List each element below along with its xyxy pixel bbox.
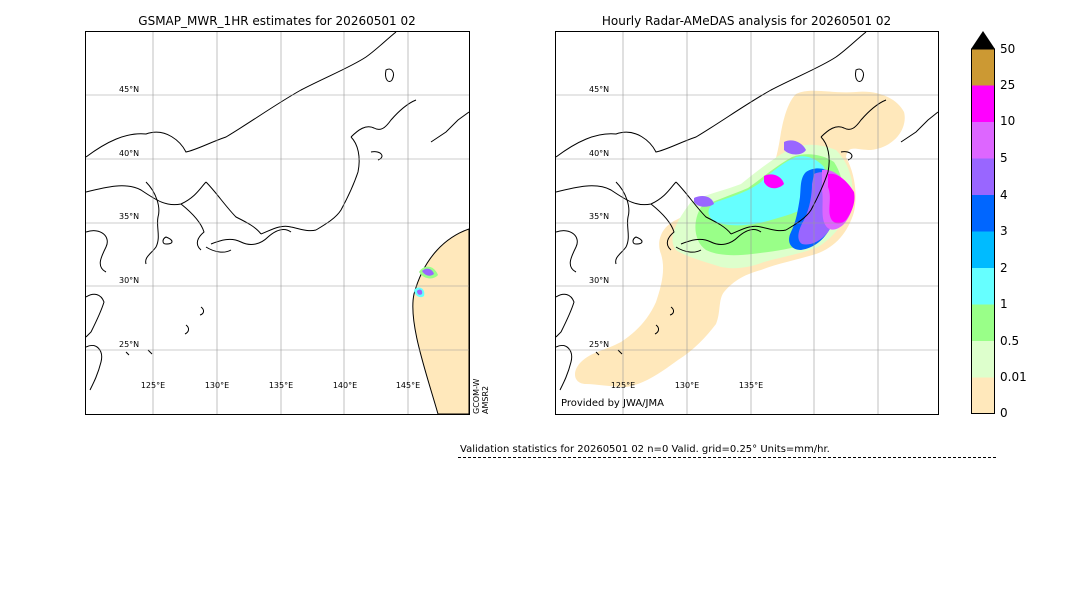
left-lon-label-130: 130°E [204, 381, 230, 390]
left-lat-label-25: 25°N [119, 340, 140, 349]
left-lon-label-135: 135°E [268, 381, 294, 390]
colorbar-segment [971, 304, 995, 341]
right-lat-label-30: 30°N [589, 276, 610, 285]
colorbar-label-10: 10 [1000, 114, 1016, 128]
left-lon-label-140: 140°E [332, 381, 358, 390]
data-credit: Provided by JWA/JMA [561, 398, 664, 409]
colorbar-label-4: 4 [1000, 188, 1008, 202]
right-lat-label-25: 25°N [589, 340, 610, 349]
left-rain-cell-4 [417, 289, 423, 295]
right-coastlines [556, 32, 887, 391]
left-lat-label-30: 30°N [119, 276, 140, 285]
right-map [555, 31, 939, 415]
right-lat-label-45: 45°N [589, 85, 610, 94]
colorbar-border [971, 48, 995, 414]
colorbar-label-0: 0 [1000, 406, 1008, 420]
colorbar-segment [971, 49, 995, 86]
colorbar-segment [971, 231, 995, 268]
colorbar-label-50: 50 [1000, 42, 1016, 56]
colorbar-segment [971, 195, 995, 232]
sensor-label-amsr2: AMSR2 [481, 385, 490, 414]
colorbar-label-25: 25 [1000, 78, 1016, 92]
right-map-title: Hourly Radar-AMeDAS analysis for 2026050… [601, 14, 892, 28]
colorbar-label-0-5: 0.5 [1000, 334, 1020, 348]
stats-underline [458, 457, 996, 458]
left-swath-area [412, 228, 469, 414]
rain-cell-west [694, 196, 714, 207]
right-islands [595, 68, 938, 356]
right-lat-label-40: 40°N [589, 149, 610, 158]
colorbar-extend-arrow [971, 31, 995, 49]
left-lon-label-125: 125°E [140, 381, 166, 390]
left-lat-label-35: 35°N [119, 212, 140, 221]
left-rain-cell-2 [422, 268, 434, 276]
colorbar-canvas [971, 31, 995, 414]
left-lon-label-145: 145°E [395, 381, 421, 390]
rain-cell-north [784, 140, 806, 155]
right-lon-label-125: 125°E [610, 381, 636, 390]
colorbar-label-1: 1 [1000, 297, 1008, 311]
left-map-canvas [86, 32, 469, 414]
right-gridlines [556, 32, 938, 414]
left-islands [125, 68, 469, 356]
colorbar-segment [971, 85, 995, 122]
colorbar-segment [971, 158, 995, 195]
colorbar-segment [971, 268, 995, 305]
left-lat-label-40: 40°N [119, 149, 140, 158]
colorbar [971, 31, 995, 414]
sensor-label-gcomw: GCOM-W [472, 378, 481, 414]
validation-stats: Validation statistics for 20260501 02 n=… [460, 444, 830, 455]
left-gridlines [86, 32, 469, 414]
colorbar-label-5: 5 [1000, 151, 1008, 165]
colorbar-segment [971, 377, 995, 414]
right-lat-label-35: 35°N [589, 212, 610, 221]
left-map-title: GSMAP_MWR_1HR estimates for 20260501 02 [138, 14, 416, 28]
right-lon-label-135: 135°E [738, 381, 764, 390]
rain-cell-center [764, 174, 784, 189]
right-map-canvas [556, 32, 938, 414]
left-lat-label-45: 45°N [119, 85, 140, 94]
colorbar-segment [971, 122, 995, 159]
colorbar-label-2: 2 [1000, 261, 1008, 275]
rain-area-magenta [828, 173, 855, 224]
rain-area-cyan [708, 156, 826, 226]
colorbar-label-3: 3 [1000, 224, 1008, 238]
colorbar-label-0-01: 0.01 [1000, 370, 1027, 384]
left-map [85, 31, 470, 415]
left-coastlines [86, 32, 417, 391]
right-lon-label-130: 130°E [674, 381, 700, 390]
colorbar-segment [971, 341, 995, 378]
